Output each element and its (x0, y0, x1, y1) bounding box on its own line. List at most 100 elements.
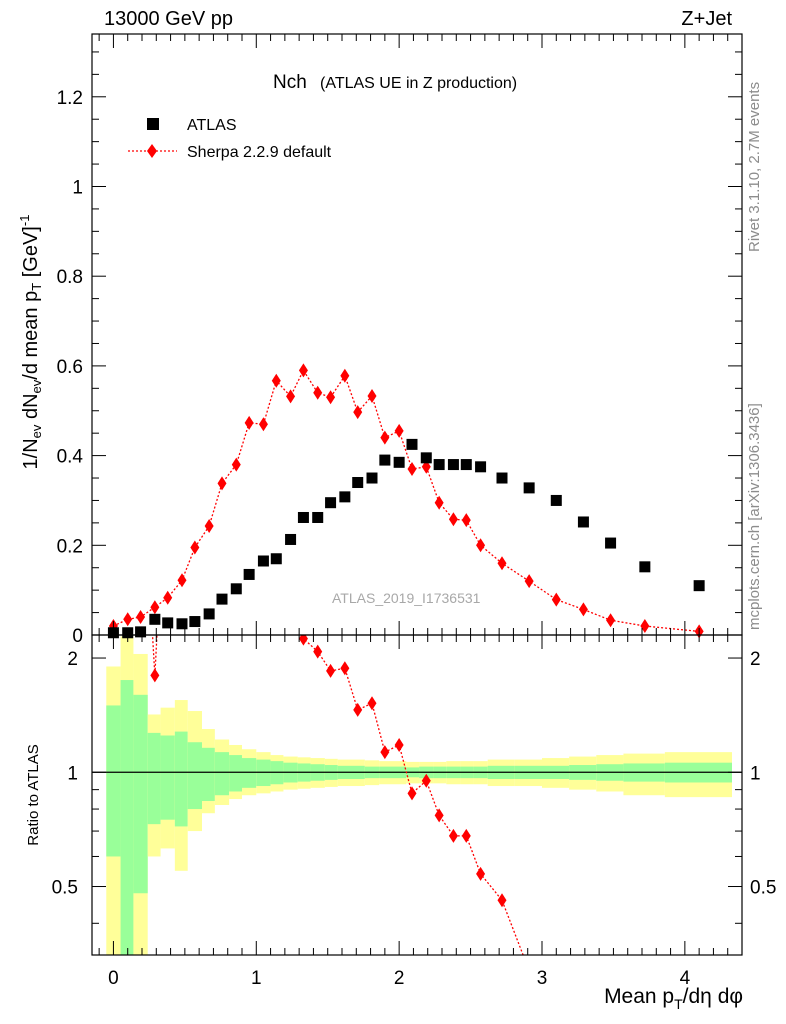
band-inner-bin (120, 680, 134, 955)
data-point (216, 593, 228, 605)
data-point (496, 472, 508, 484)
svg-text:1/Nev dNev/d mean pT [GeV]-1: 1/Nev dNev/d mean pT [GeV]-1 (17, 215, 44, 470)
legend-data-marker (147, 118, 159, 130)
y-tick-label: 0.6 (57, 357, 83, 378)
data-point (149, 613, 161, 625)
data-point (475, 461, 487, 473)
mc-point (551, 592, 561, 607)
ratio-mc-point (340, 661, 350, 676)
data-point (433, 459, 445, 471)
header-energy: 13000 GeV pp (104, 8, 233, 30)
mc-point (271, 373, 281, 388)
header-process: Z+Jet (681, 8, 732, 30)
x-axis-label: Mean pT/dη dφ (604, 985, 743, 1012)
y-tick-label: 1 (72, 177, 83, 198)
mc-point (177, 573, 187, 588)
data-point (270, 553, 282, 565)
mc-point (286, 389, 296, 404)
ratio-ylabel: Ratio to ATLAS (25, 744, 42, 845)
data-point (577, 516, 589, 528)
main-ylabel: 1/Nev dNev/d mean pT [GeV]-1 (17, 215, 44, 470)
mc-point (326, 390, 336, 405)
band-inner-bin (106, 705, 121, 857)
mc-point (244, 415, 254, 430)
ratio-mc-point (448, 828, 458, 843)
mc-point (640, 619, 650, 634)
data-point (176, 618, 188, 630)
data-point (639, 561, 651, 573)
data-point (162, 617, 174, 629)
ticks: 0 1 2 3 4 0 0.2 0.4 0.6 0.8 1 1.2 0.5 0.5 1 1 2 2 (52, 34, 776, 989)
ratio-mc-point (434, 808, 444, 823)
data-point (447, 459, 459, 471)
data-point (605, 537, 617, 549)
mc-point (448, 512, 458, 527)
data-point (325, 497, 337, 509)
ratio-mc-point (407, 786, 417, 801)
ratio-mc-line (299, 635, 524, 955)
data-point (339, 491, 351, 503)
data-point (420, 452, 432, 464)
data-point (312, 511, 324, 523)
band-inner-bin (133, 694, 148, 894)
ratio-mc-point (326, 663, 336, 678)
ratio-mc-line-lead (151, 635, 158, 676)
ratio-mc-point (421, 773, 431, 788)
ratio-mc-point (150, 668, 160, 683)
analysis-watermark: ATLAS_2019_I1736531 (332, 590, 481, 606)
ratio-y-tick-label-right: 2 (750, 649, 761, 670)
legend-title-sub: (ATLAS UE in Z production) (320, 75, 517, 92)
data-point (523, 482, 535, 494)
mc-point (313, 385, 323, 400)
band-inner-bin (229, 755, 242, 792)
ratio-mc-point (461, 828, 471, 843)
mc-point (497, 556, 507, 571)
rivet-info: Rivet 3.1.10, 2.7M events (746, 81, 763, 252)
ratio-mc-series (150, 614, 524, 955)
mc-point (578, 602, 588, 617)
ratio-mc-point (380, 745, 390, 760)
x-tick-label: 0 (108, 968, 119, 989)
y-tick-label: 0.4 (57, 447, 84, 468)
ratio-y-tick-label-left: 1 (67, 763, 78, 784)
mc-point (380, 430, 390, 445)
ratio-y-tick-label-right: 0.5 (750, 878, 776, 899)
ratio-mc-point (476, 866, 486, 881)
mc-point (461, 513, 471, 528)
mc-point (298, 363, 308, 378)
data-point (285, 533, 297, 545)
mc-point (407, 462, 417, 477)
band-inner-bin (147, 732, 161, 825)
data-point (135, 626, 147, 638)
data-point (203, 608, 215, 620)
mc-point (150, 600, 160, 615)
band-inner-bin (202, 747, 215, 802)
data-point (693, 580, 705, 592)
ratio-y-tick-label-left: 2 (67, 649, 78, 670)
ratio-mc-point (353, 702, 363, 717)
mc-point (340, 368, 350, 383)
ratio-mc-point (286, 614, 295, 628)
mc-point (353, 405, 363, 420)
data-point (243, 568, 255, 580)
mc-point (123, 612, 133, 627)
mc-point (367, 388, 377, 403)
legend-data-label: ATLAS (187, 117, 237, 134)
ratio-bands (106, 636, 732, 955)
legend-title-main: Nch (273, 72, 307, 93)
data-point (297, 511, 309, 523)
site-info: mcplots.cern.ch [arXiv:1306.3436] (746, 403, 763, 630)
y-tick-label: 0.2 (57, 536, 83, 557)
data-point (406, 438, 418, 450)
band-inner-bin (242, 758, 257, 788)
ratio-mc-point (313, 644, 323, 659)
legend: Nch (ATLAS UE in Z production) ATLAS She… (128, 72, 517, 161)
svg-text:Mean pT/dη dφ: Mean pT/dη dφ (604, 985, 743, 1012)
mc-point (190, 540, 200, 555)
band-inner-bin (187, 742, 202, 810)
ratio-mc-point (367, 696, 377, 711)
ratio-y-tick-label-left: 0.5 (52, 878, 78, 899)
band-inner-bin (160, 735, 175, 820)
y-tick-label: 0.8 (57, 267, 83, 288)
